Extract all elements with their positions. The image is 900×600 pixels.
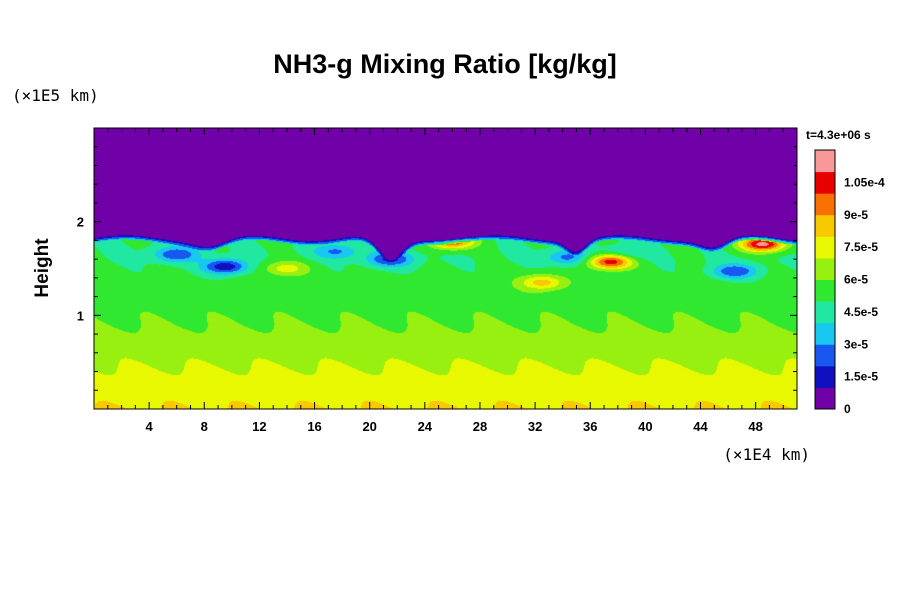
- y-tick-label: 2: [77, 215, 84, 230]
- colorbar-segment: [815, 171, 835, 194]
- x-tick-label: 24: [418, 419, 433, 434]
- time-label: t=4.3e+06 s: [806, 128, 871, 142]
- colorbar-segment: [815, 322, 835, 345]
- colorbar-segment: [815, 150, 835, 173]
- y-axis-ticks: 12: [77, 146, 797, 391]
- plot-frame: [93, 127, 798, 410]
- x-tick-label: 16: [307, 419, 321, 434]
- colorbar-segment: [815, 387, 835, 410]
- colorbar-frame: [814, 149, 836, 410]
- x-unit-label: (×1E4 km): [723, 445, 810, 464]
- x-axis-ticks: 4 8 12 16 20 24 28 32 36 40 44 48: [107, 128, 784, 434]
- colorbar-segment: [815, 236, 835, 259]
- heatmap-image: [94, 128, 797, 409]
- colorbar: 0 1.5e-5 3e-5 4.5e-5 6e-5 7.5e-5 9e-5 1.05e-4: [814, 149, 885, 416]
- colorbar-label: 0: [844, 402, 851, 416]
- y-axis-label: Height: [32, 238, 53, 298]
- x-tick-label: 44: [693, 419, 708, 434]
- colorbar-label: 1.5e-5: [844, 370, 878, 384]
- chart-title: NH3-g Mixing Ratio [kg/kg]: [273, 49, 617, 79]
- x-tick-label: 36: [583, 419, 597, 434]
- x-tick-label: 20: [362, 419, 376, 434]
- colorbar-segment: [815, 279, 835, 302]
- colorbar-segments: [815, 150, 835, 410]
- colorbar-segment: [815, 257, 835, 280]
- x-tick-label: 28: [473, 419, 487, 434]
- colorbar-segment: [815, 365, 835, 388]
- x-tick-label: 40: [638, 419, 652, 434]
- x-tick-label: 4: [146, 419, 154, 434]
- y-unit-label: (×1E5 km): [12, 86, 99, 105]
- colorbar-label: 9e-5: [844, 208, 868, 222]
- x-tick-label: 12: [252, 419, 266, 434]
- colorbar-label: 1.05e-4: [844, 175, 885, 189]
- x-tick-label: 8: [201, 419, 208, 434]
- x-tick-label: 48: [748, 419, 762, 434]
- colorbar-segment: [815, 193, 835, 216]
- colorbar-labels: 0 1.5e-5 3e-5 4.5e-5 6e-5 7.5e-5 9e-5 1.05e-4: [844, 175, 885, 416]
- colorbar-label: 7.5e-5: [844, 240, 878, 254]
- heatmap-plot-area: [93, 127, 798, 410]
- y-tick-label: 1: [77, 308, 84, 323]
- colorbar-label: 4.5e-5: [844, 305, 878, 319]
- colorbar-segment: [815, 301, 835, 324]
- x-tick-label: 32: [528, 419, 542, 434]
- colorbar-label: 3e-5: [844, 337, 868, 351]
- colorbar-label: 6e-5: [844, 273, 868, 287]
- colorbar-segment: [815, 214, 835, 237]
- colorbar-segment: [815, 344, 835, 367]
